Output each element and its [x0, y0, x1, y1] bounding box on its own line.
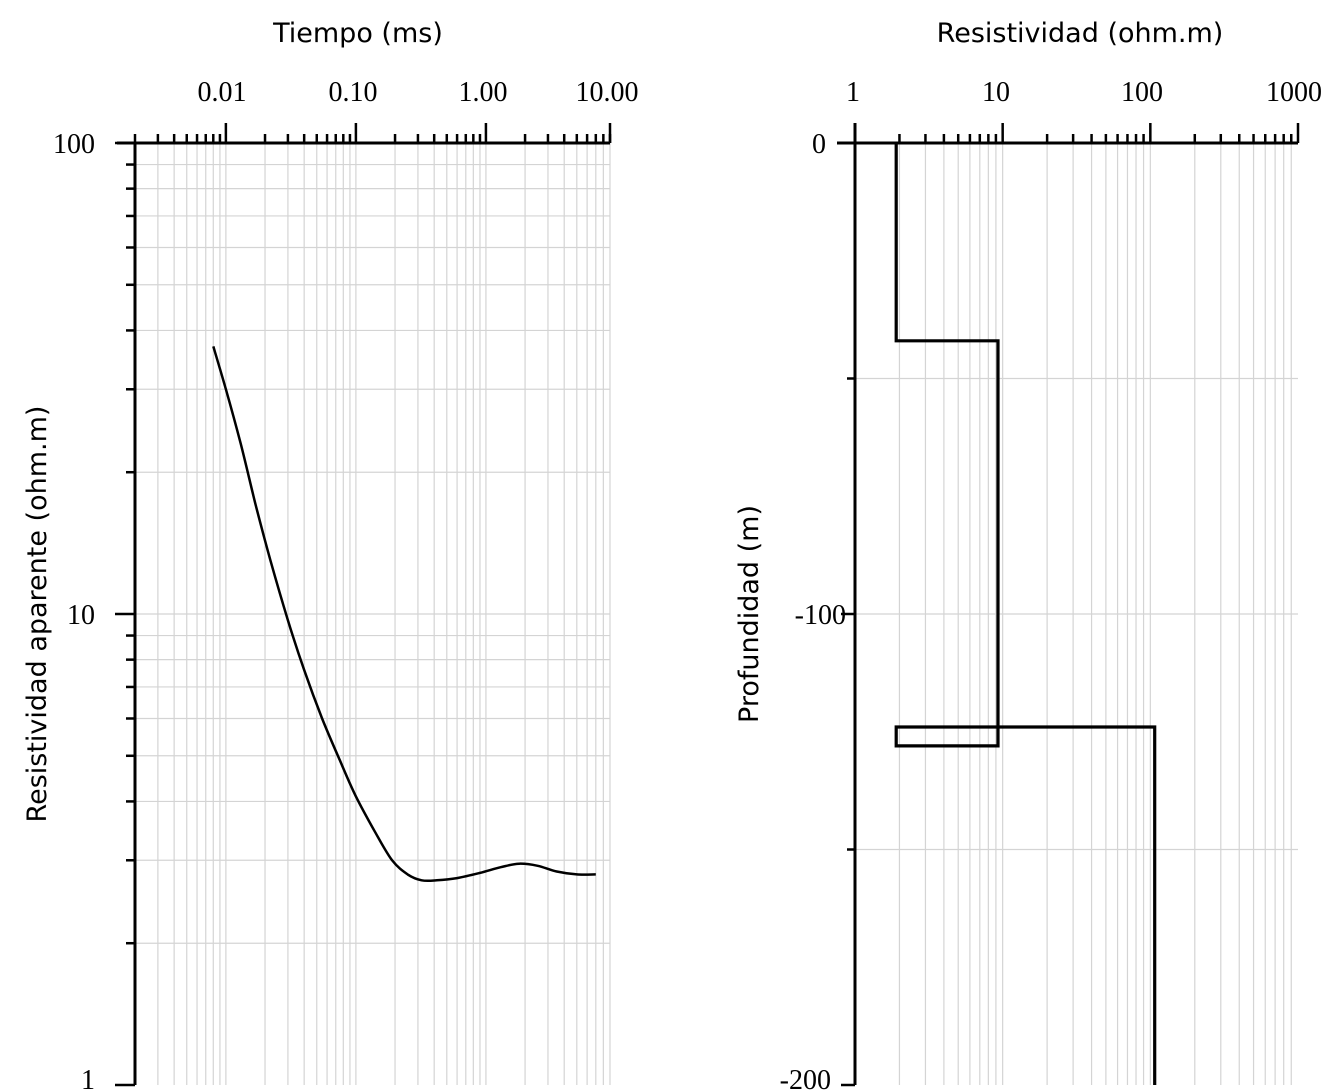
- right-x-tick-label-0: 1: [846, 77, 860, 108]
- right-x-tick-label-3: 1000: [1266, 77, 1322, 108]
- right-chart-grid: [855, 143, 1298, 1085]
- left-x-tick-label-2: 1.00: [459, 77, 508, 108]
- left-x-tick-label-3: 10.00: [576, 77, 639, 108]
- chart-axes: [117, 123, 1298, 1085]
- apparent-resistivity-curve: [212, 346, 596, 883]
- right-y-tick-label-1: -100: [795, 600, 846, 631]
- left-x-tick-label-1: 0.10: [329, 77, 378, 108]
- chart-ticks: [115, 123, 1300, 1087]
- right-y-tick-label-2: -200: [780, 1065, 831, 1091]
- left-y-tick-label-0: 1: [81, 1065, 95, 1091]
- left-chart-xlabel: Tiempo (ms): [272, 18, 443, 49]
- right-x-tick-label-2: 100: [1121, 77, 1163, 108]
- left-chart-grid: [134, 143, 611, 1085]
- left-y-tick-label-2: 100: [53, 129, 95, 160]
- left-chart-ylabel: Resistividad aparente (ohm.m): [22, 406, 53, 823]
- right-chart-ylabel: Profundidad (m): [734, 505, 765, 723]
- resistivity-depth-model: [894, 143, 1157, 1085]
- chart-tick-labels: 0.01 0.10 1.00 10.00 1 10 100 1 10 100 1…: [53, 77, 1322, 1091]
- right-y-tick-label-0: 0: [812, 129, 826, 160]
- right-x-tick-label-1: 10: [982, 77, 1010, 108]
- right-chart-xlabel: Resistividad (ohm.m): [937, 18, 1224, 49]
- chart-series: [212, 143, 1157, 1085]
- left-y-tick-label-1: 10: [67, 600, 95, 631]
- left-x-tick-label-0: 0.01: [198, 77, 247, 108]
